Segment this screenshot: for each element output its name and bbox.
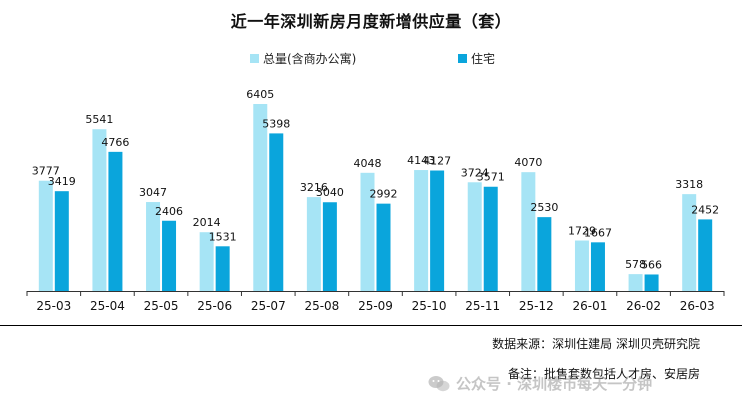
- watermark: 公众号 · 深圳楼市每天一分钟: [428, 373, 652, 394]
- data-label-total: 4048: [354, 157, 382, 170]
- data-label-residential: 1667: [584, 226, 612, 239]
- bar-total: [682, 194, 697, 291]
- bar-total: [253, 104, 268, 291]
- bar-residential: [108, 151, 123, 291]
- category-group: 4070 2530 25-12: [514, 156, 558, 313]
- data-label-total: 3318: [675, 178, 703, 191]
- x-tick-label: 25-08: [304, 299, 339, 313]
- bar-residential: [215, 246, 230, 291]
- category-group: 3318 2452 26-03: [675, 178, 719, 313]
- bar-total: [574, 240, 589, 291]
- legend-swatch-total: [250, 54, 259, 63]
- data-label-total: 4070: [514, 156, 542, 169]
- bar-total: [467, 182, 482, 291]
- data-label-total: 4143: [407, 154, 435, 167]
- bar-total: [146, 202, 161, 291]
- separator-line: [0, 325, 742, 326]
- data-label-residential: 2530: [530, 201, 558, 214]
- legend-item-total: 总量(含商办公寓): [250, 50, 356, 67]
- bar-total: [199, 232, 214, 291]
- bar-residential: [162, 220, 177, 291]
- bar-residential: [698, 219, 713, 291]
- wechat-icon: [428, 375, 450, 391]
- data-label-total: 3777: [32, 165, 60, 178]
- watermark-text: 公众号 · 深圳楼市每天一分钟: [456, 375, 653, 393]
- data-label-total: 3216: [300, 181, 328, 194]
- bar-total: [521, 172, 536, 291]
- data-label-total: 6405: [246, 88, 274, 101]
- bar-residential: [483, 186, 498, 291]
- category-group: 4048 2992 25-09: [354, 157, 398, 313]
- x-tick-label: 25-10: [412, 299, 447, 313]
- x-tick-label: 25-03: [36, 299, 71, 313]
- x-tick-label: 26-02: [626, 299, 661, 313]
- data-label-residential: 2992: [370, 188, 398, 201]
- legend-item-residential: 住宅: [458, 50, 495, 67]
- data-label-residential: 1531: [209, 230, 237, 243]
- x-tick-label: 25-11: [465, 299, 500, 313]
- bar-total: [306, 197, 321, 291]
- bar-total: [92, 129, 107, 291]
- bar-total: [360, 172, 375, 291]
- x-tick-label: 25-07: [251, 299, 286, 313]
- bar-residential: [590, 242, 605, 291]
- data-label-total: 1729: [568, 225, 596, 238]
- bar-total: [628, 274, 643, 291]
- data-label-residential: 4127: [423, 155, 451, 168]
- chart-title: 近一年深圳新房月度新增供应量（套）: [230, 12, 512, 31]
- bar-residential: [269, 133, 284, 291]
- x-tick-label: 25-05: [144, 299, 179, 313]
- legend-swatch-residential: [458, 54, 467, 63]
- data-label-residential: 5398: [262, 117, 290, 130]
- bar-residential: [430, 170, 445, 291]
- data-label-residential: 4766: [101, 136, 129, 149]
- x-tick-label: 25-12: [519, 299, 554, 313]
- data-label-total: 578: [625, 258, 646, 271]
- category-group: 5541 4766 25-04: [85, 113, 129, 313]
- data-label-residential: 3040: [316, 186, 344, 199]
- x-tick-label: 25-06: [197, 299, 232, 313]
- bar-residential: [644, 274, 659, 291]
- bar-residential: [376, 203, 391, 291]
- bar-residential: [322, 202, 337, 291]
- x-tick-label: 26-03: [680, 299, 715, 313]
- data-label-residential: 2406: [155, 205, 183, 218]
- data-label-residential: 3571: [477, 171, 505, 184]
- bar-total: [38, 180, 53, 291]
- category-group: 6405 5398 25-07: [246, 88, 290, 313]
- data-label-residential: 2452: [691, 203, 719, 216]
- x-tick-label: 25-09: [358, 299, 393, 313]
- data-label-total: 3047: [139, 186, 167, 199]
- bar-residential: [537, 217, 552, 291]
- bar-residential: [54, 191, 69, 291]
- data-label-total: 3724: [461, 166, 489, 179]
- data-label-total: 2014: [193, 216, 221, 229]
- bar-total: [414, 170, 429, 291]
- data-label-residential: 3419: [48, 175, 76, 188]
- data-label-residential: 566: [641, 258, 662, 271]
- category-group: 3047 2406 25-05: [139, 186, 183, 313]
- legend-label-residential: 住宅: [471, 52, 496, 66]
- source-text: 数据来源：深圳住建局 深圳贝壳研究院: [492, 337, 700, 351]
- legend-label-total: 总量(含商办公寓): [263, 52, 357, 66]
- x-tick-label: 25-04: [90, 299, 125, 313]
- x-tick-label: 26-01: [573, 299, 608, 313]
- note-text: 备注：批售套数包括人才房、安居房: [507, 367, 700, 381]
- data-label-total: 5541: [85, 113, 113, 126]
